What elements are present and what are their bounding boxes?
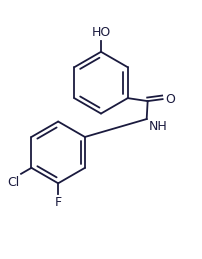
Text: NH: NH (148, 120, 167, 133)
Text: O: O (165, 93, 175, 106)
Text: HO: HO (91, 26, 111, 39)
Text: F: F (55, 196, 62, 209)
Text: Cl: Cl (7, 176, 19, 189)
